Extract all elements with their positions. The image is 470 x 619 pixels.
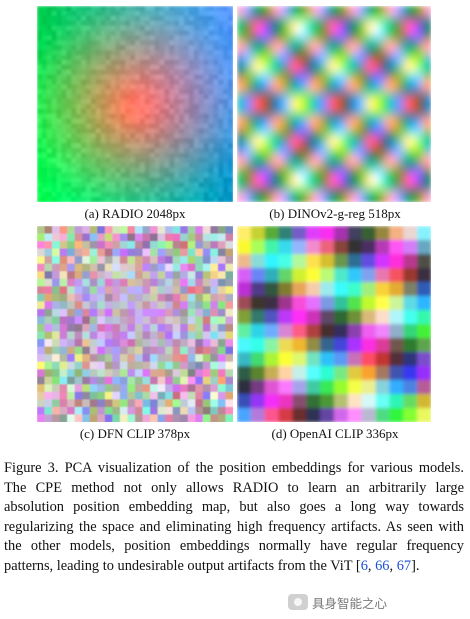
subcaption-openai-clip: (d) OpenAI CLIP 336px (271, 426, 399, 441)
pca-map-dfn-clip (37, 226, 233, 422)
figure-caption: Figure 3. PCA visualization of the posit… (4, 459, 464, 577)
wechat-logo-icon (288, 594, 308, 610)
subcaption-radio: (a) RADIO 2048px (84, 206, 186, 221)
caption-text: Figure 3. PCA visualization of the posit… (4, 460, 464, 574)
subcaption-dinov2: (b) DINOv2-g-reg 518px (269, 206, 401, 221)
caption-separator: , (367, 557, 376, 574)
caption-separator: , (389, 557, 397, 574)
pca-map-openai-clip (237, 226, 431, 422)
watermark: 具身智能之心 (288, 591, 464, 613)
watermark-text: 具身智能之心 (312, 595, 388, 611)
citation-6[interactable]: 6 (360, 557, 368, 574)
pca-map-dinov2 (237, 6, 431, 202)
citation-67[interactable]: 67 (396, 557, 412, 574)
pca-map-radio (37, 6, 233, 202)
caption-end: ]. (411, 557, 420, 574)
subcaption-dfn-clip: (c) DFN CLIP 378px (79, 426, 191, 441)
citation-66[interactable]: 66 (375, 557, 390, 574)
